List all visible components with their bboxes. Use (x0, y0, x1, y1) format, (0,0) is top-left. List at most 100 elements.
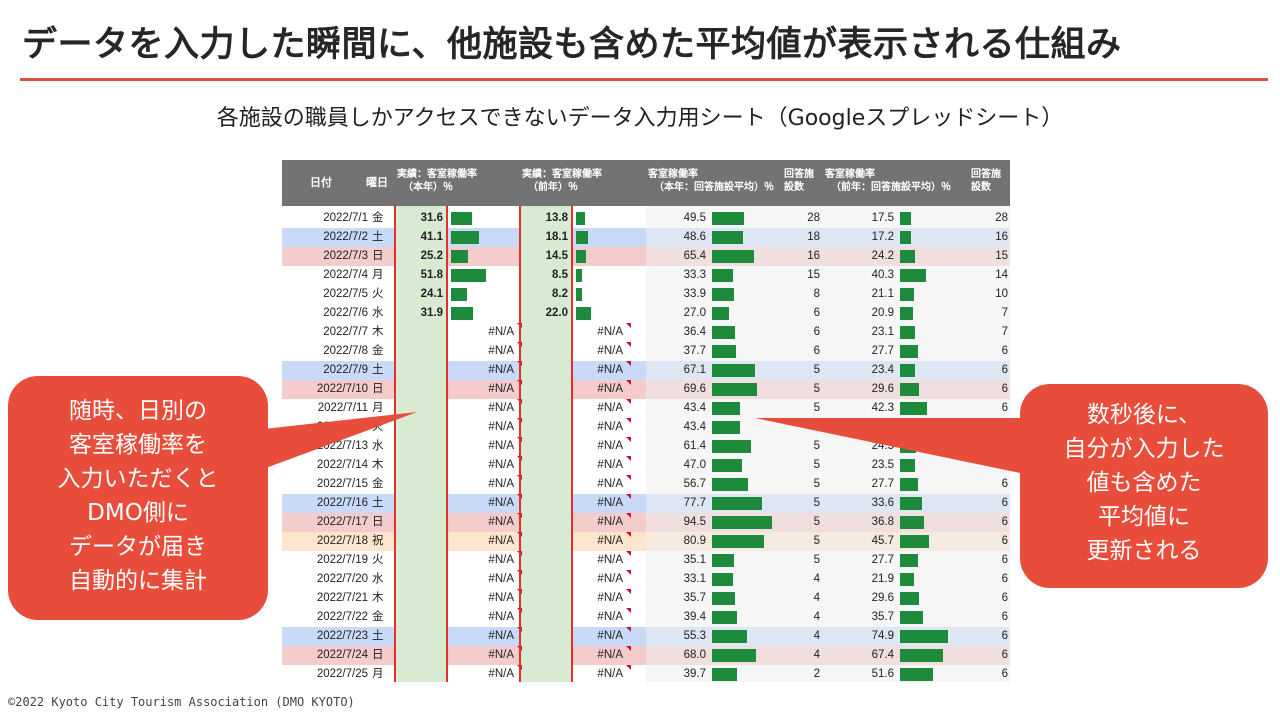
dow-cell[interactable]: 金 (372, 345, 384, 357)
dow-cell[interactable]: 水 (372, 440, 384, 452)
actual-this-year-na[interactable]: #N/A (488, 573, 514, 585)
date-cell[interactable]: 2022/7/14 (316, 459, 368, 471)
dow-cell[interactable]: 水 (372, 307, 384, 319)
count-this-year-cell[interactable]: 18 (807, 231, 820, 243)
dow-cell[interactable]: 土 (372, 497, 384, 509)
actual-prev-year-na[interactable]: #N/A (597, 421, 623, 433)
date-cell[interactable]: 2022/7/5 (323, 288, 368, 300)
actual-prev-year-cell[interactable]: 14.5 (545, 250, 568, 262)
date-cell[interactable]: 2022/7/7 (323, 326, 368, 338)
count-this-year-cell[interactable]: 2 (813, 668, 820, 680)
count-prev-year-cell[interactable]: 6 (1001, 611, 1008, 623)
count-prev-year-cell[interactable]: 6 (1001, 668, 1008, 680)
date-cell[interactable]: 2022/7/8 (323, 345, 368, 357)
date-cell[interactable]: 2022/7/6 (323, 307, 368, 319)
count-prev-year-cell[interactable]: 15 (995, 250, 1008, 262)
count-prev-year-cell[interactable]: 6 (1001, 478, 1008, 490)
date-cell[interactable]: 2022/7/20 (316, 573, 368, 585)
actual-prev-year-na[interactable]: #N/A (597, 592, 623, 604)
actual-prev-year-na[interactable]: #N/A (597, 459, 623, 471)
avg-this-year-cell[interactable]: 67.1 (683, 364, 706, 376)
date-cell[interactable]: 2022/7/2 (323, 231, 368, 243)
avg-this-year-cell[interactable]: 35.1 (683, 554, 706, 566)
count-prev-year-cell[interactable]: 14 (995, 269, 1008, 281)
count-this-year-cell[interactable]: 6 (813, 326, 820, 338)
actual-this-year-na[interactable]: #N/A (488, 440, 514, 452)
avg-prev-year-cell[interactable]: 29.6 (871, 592, 894, 604)
dow-cell[interactable]: 土 (372, 630, 384, 642)
count-prev-year-cell[interactable]: 6 (1001, 345, 1008, 357)
dow-cell[interactable]: 土 (372, 231, 384, 243)
count-this-year-cell[interactable]: 4 (813, 592, 820, 604)
avg-this-year-cell[interactable]: 33.1 (683, 573, 706, 585)
dow-cell[interactable]: 土 (372, 364, 384, 376)
avg-this-year-cell[interactable]: 80.9 (683, 535, 706, 547)
avg-prev-year-cell[interactable]: 23.5 (871, 459, 894, 471)
count-this-year-cell[interactable]: 15 (807, 269, 820, 281)
actual-this-year-na[interactable]: #N/A (488, 364, 514, 376)
avg-prev-year-cell[interactable]: 27.7 (871, 554, 894, 566)
count-this-year-cell[interactable]: 5 (813, 459, 820, 471)
avg-this-year-cell[interactable]: 39.7 (683, 668, 706, 680)
avg-this-year-cell[interactable]: 33.9 (683, 288, 706, 300)
avg-this-year-cell[interactable]: 77.7 (683, 497, 706, 509)
count-prev-year-cell[interactable]: 6 (1001, 554, 1008, 566)
date-cell[interactable]: 2022/7/1 (323, 212, 368, 224)
avg-prev-year-cell[interactable]: 51.6 (871, 668, 894, 680)
avg-this-year-cell[interactable]: 48.6 (683, 231, 706, 243)
actual-this-year-cell[interactable]: 24.1 (420, 288, 443, 300)
actual-this-year-cell[interactable]: 41.1 (420, 231, 443, 243)
count-prev-year-cell[interactable]: 16 (995, 231, 1008, 243)
date-cell[interactable]: 2022/7/21 (316, 592, 368, 604)
actual-this-year-na[interactable]: #N/A (488, 649, 514, 661)
count-this-year-cell[interactable]: 16 (807, 250, 820, 262)
avg-this-year-cell[interactable]: 69.6 (683, 383, 706, 395)
avg-this-year-cell[interactable]: 55.3 (683, 630, 706, 642)
actual-prev-year-na[interactable]: #N/A (597, 478, 623, 490)
dow-cell[interactable]: 木 (372, 326, 384, 338)
dow-cell[interactable]: 月 (372, 668, 384, 680)
actual-prev-year-na[interactable]: #N/A (597, 440, 623, 452)
actual-this-year-cell[interactable]: 25.2 (420, 250, 443, 262)
count-prev-year-cell[interactable]: 28 (995, 212, 1008, 224)
date-cell[interactable]: 2022/7/18 (316, 535, 368, 547)
date-cell[interactable]: 2022/7/16 (316, 497, 368, 509)
count-prev-year-cell[interactable]: 7 (1001, 326, 1008, 338)
avg-this-year-cell[interactable]: 39.4 (683, 611, 706, 623)
count-this-year-cell[interactable]: 8 (813, 288, 820, 300)
date-cell[interactable]: 2022/7/10 (316, 383, 368, 395)
avg-prev-year-cell[interactable]: 40.3 (871, 269, 894, 281)
count-prev-year-cell[interactable]: 6 (1001, 630, 1008, 642)
actual-prev-year-na[interactable]: #N/A (597, 497, 623, 509)
dow-cell[interactable]: 木 (372, 592, 384, 604)
actual-prev-year-cell[interactable]: 22.0 (545, 307, 568, 319)
count-prev-year-cell[interactable]: 6 (1001, 516, 1008, 528)
actual-prev-year-na[interactable]: #N/A (597, 630, 623, 642)
count-this-year-cell[interactable]: 5 (813, 440, 820, 452)
actual-this-year-cell[interactable]: 51.8 (420, 269, 443, 281)
dow-cell[interactable]: 日 (372, 649, 384, 661)
actual-prev-year-na[interactable]: #N/A (597, 345, 623, 357)
date-cell[interactable]: 2022/7/22 (316, 611, 368, 623)
date-cell[interactable]: 2022/7/9 (323, 364, 368, 376)
actual-this-year-na[interactable]: #N/A (488, 459, 514, 471)
actual-prev-year-cell[interactable]: 8.5 (552, 269, 568, 281)
count-this-year-cell[interactable]: 5 (813, 497, 820, 509)
actual-prev-year-na[interactable]: #N/A (597, 554, 623, 566)
avg-this-year-cell[interactable]: 65.4 (683, 250, 706, 262)
actual-prev-year-cell[interactable]: 13.8 (545, 212, 568, 224)
avg-this-year-cell[interactable]: 68.0 (683, 649, 706, 661)
count-this-year-cell[interactable]: 6 (813, 307, 820, 319)
count-prev-year-cell[interactable]: 6 (1001, 649, 1008, 661)
actual-this-year-na[interactable]: #N/A (488, 345, 514, 357)
dow-cell[interactable]: 金 (372, 478, 384, 490)
count-this-year-cell[interactable]: 5 (813, 516, 820, 528)
avg-prev-year-cell[interactable]: 21.1 (871, 288, 894, 300)
avg-this-year-cell[interactable]: 49.5 (683, 212, 706, 224)
actual-this-year-na[interactable]: #N/A (488, 402, 514, 414)
date-cell[interactable]: 2022/7/3 (323, 250, 368, 262)
avg-prev-year-cell[interactable]: 23.1 (871, 326, 894, 338)
dow-cell[interactable]: 火 (372, 288, 384, 300)
avg-prev-year-cell[interactable]: 27.7 (871, 478, 894, 490)
count-prev-year-cell[interactable]: 7 (1001, 307, 1008, 319)
